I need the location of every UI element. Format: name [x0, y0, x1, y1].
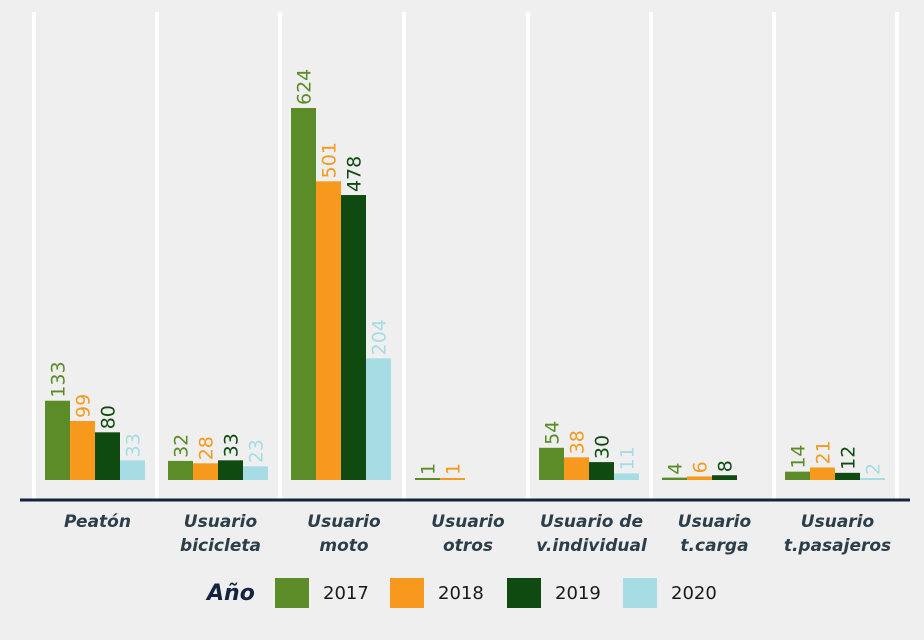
data-label: 478 — [344, 156, 366, 192]
category-label: t.carga — [680, 536, 748, 556]
data-label: 624 — [294, 69, 316, 105]
data-label: 28 — [196, 436, 218, 460]
data-label: 12 — [838, 446, 860, 470]
data-label: 33 — [221, 433, 243, 457]
data-label: 204 — [369, 319, 391, 355]
category-label: Usuario — [801, 512, 875, 532]
data-label: 38 — [567, 430, 589, 454]
bar — [316, 181, 341, 481]
bar — [291, 108, 316, 480]
bar — [415, 478, 440, 480]
bar — [662, 477, 687, 480]
bar — [539, 447, 564, 480]
legend-title: Año — [205, 581, 255, 606]
bar — [687, 476, 712, 480]
bar — [614, 473, 639, 480]
category-label: otros — [443, 536, 493, 556]
legend-label: 2017 — [323, 583, 369, 604]
legend-label: 2018 — [438, 583, 484, 604]
category-label: t.pasajeros — [784, 536, 891, 556]
data-label: 4 — [665, 463, 687, 475]
bar — [168, 460, 193, 480]
data-label: 1 — [443, 463, 465, 475]
data-label: 1 — [418, 463, 440, 475]
bar — [218, 460, 243, 480]
data-label: 501 — [319, 142, 341, 178]
data-label: 54 — [542, 421, 564, 445]
bar — [440, 478, 465, 480]
data-label: 11 — [617, 446, 639, 470]
bar — [341, 195, 366, 481]
bar — [810, 467, 835, 480]
data-label: 21 — [813, 440, 835, 464]
bar — [712, 475, 737, 480]
data-label: 8 — [715, 460, 737, 472]
bar — [366, 358, 391, 480]
category-label: Peatón — [64, 512, 131, 532]
data-label: 2 — [863, 463, 885, 475]
data-label: 6 — [690, 461, 712, 473]
legend-swatch — [623, 578, 657, 608]
bar — [95, 432, 120, 480]
legend-swatch — [390, 578, 424, 608]
category-label: bicicleta — [180, 536, 261, 556]
category-label: Usuario — [431, 512, 505, 532]
bar — [564, 457, 589, 480]
bar — [835, 472, 860, 480]
bar — [193, 463, 218, 480]
category-label: Usuario de — [540, 512, 643, 532]
data-label: 23 — [246, 439, 268, 463]
data-label: 80 — [98, 405, 120, 429]
category-label: Usuario — [307, 512, 381, 532]
legend-swatch — [507, 578, 541, 608]
legend-label: 2019 — [555, 583, 601, 604]
bar — [589, 462, 614, 480]
legend-label: 2020 — [671, 583, 717, 604]
bar — [70, 420, 95, 480]
data-label: 32 — [171, 434, 193, 458]
data-label: 133 — [48, 361, 70, 397]
data-label: 99 — [73, 394, 95, 418]
category-label: Usuario — [184, 512, 258, 532]
data-label: 33 — [123, 433, 145, 457]
legend-swatch — [275, 578, 309, 608]
bar — [120, 460, 145, 480]
category-label: v.individual — [536, 536, 648, 556]
bar — [243, 466, 268, 480]
bar — [45, 400, 70, 480]
data-label: 30 — [592, 435, 614, 459]
category-label: Usuario — [678, 512, 752, 532]
data-label: 14 — [788, 444, 810, 468]
bar — [785, 471, 810, 480]
category-label: moto — [319, 536, 369, 556]
bar — [860, 478, 885, 480]
